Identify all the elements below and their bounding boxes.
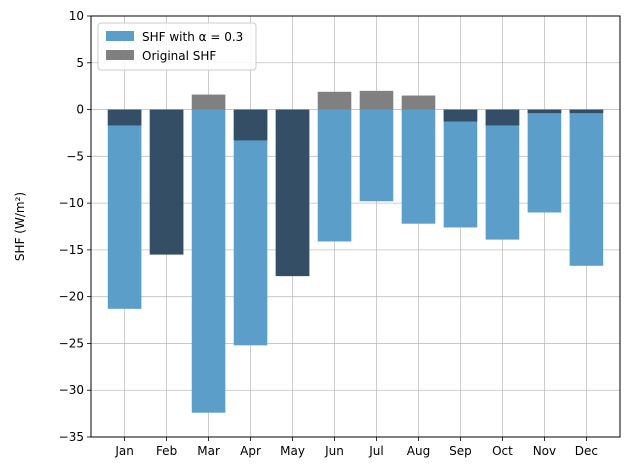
legend: SHF with α = 0.3 Original SHF [97,22,257,71]
y-tick-label: −15 [59,243,84,257]
x-tick-label: Jan [114,444,134,458]
legend-swatch [106,31,134,41]
y-tick-label: −35 [59,430,84,444]
y-tick-label: −10 [59,196,84,210]
y-tick-label: −25 [59,336,84,350]
plot-frame [90,15,621,438]
bars [107,90,604,413]
x-tick-label: Jun [324,444,344,458]
bar-overlap-region [443,109,478,122]
x-tick-label: Dec [575,444,598,458]
bar-original-shf [317,91,352,110]
x-tick-label: Oct [492,444,513,458]
y-axis-ticks: 10 5 0 −5 −10 −15 −20 −25 −30 −35 [59,9,91,444]
bar-original-shf [359,90,394,110]
x-tick-label: Aug [407,444,430,458]
bar-overlap-region [149,109,184,255]
bar-original-shf [401,95,436,110]
legend-label: Original SHF [142,49,216,63]
bar-shf-alpha [443,121,478,228]
x-tick-label: Mar [197,444,220,458]
bar-shf-alpha [485,125,520,240]
y-tick-label: −5 [66,149,84,163]
y-axis-label: SHF (W/m²) [13,192,27,261]
legend-box [97,22,257,71]
bar-overlap-region [485,109,520,126]
bar-overlap-region [569,109,604,114]
bar-shf-alpha [107,125,142,309]
bar-overlap-region [527,109,562,114]
bar-shf-alpha [527,113,562,213]
y-tick-label: −20 [59,290,84,304]
bar-shf-alpha [317,109,352,242]
bar-shf-alpha [569,113,604,266]
y-tick-label: 0 [76,103,84,117]
legend-label: SHF with α = 0.3 [142,30,243,44]
legend-swatch [106,50,134,60]
y-tick-label: 5 [76,56,84,70]
bar-shf-alpha [359,109,394,202]
bar-overlap-region [233,109,268,141]
x-tick-label: Feb [156,444,177,458]
bar-shf-alpha [233,140,268,346]
y-tick-label: 10 [69,9,84,23]
bar-original-shf [191,94,226,110]
x-tick-label: Apr [240,444,261,458]
bar-overlap-region [275,109,310,277]
y-tick-label: −30 [59,383,84,397]
x-tick-label: Jul [368,444,383,458]
bar-overlap-region [107,109,142,126]
bar-shf-alpha [191,109,226,413]
bar-shf-alpha [401,109,436,224]
x-tick-label: Nov [533,444,556,458]
x-tick-label: Sep [449,444,472,458]
x-tick-label: May [280,444,305,458]
x-axis-ticks: Jan Feb Mar Apr May Jun Jul Aug Sep Oct Nov Dec [114,437,598,458]
